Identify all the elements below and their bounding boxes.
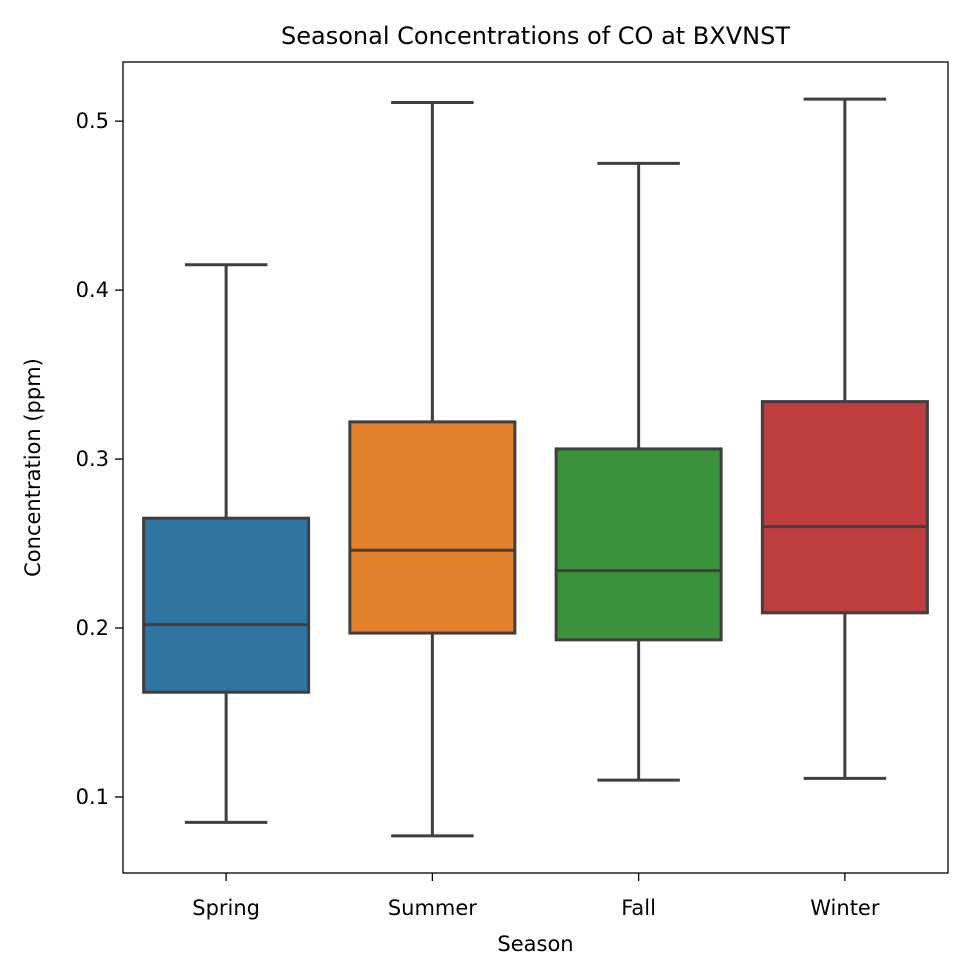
plot-frame xyxy=(122,61,949,874)
x-tick-label-spring: Spring xyxy=(192,896,260,920)
x-tick-label-winter: Winter xyxy=(810,896,880,920)
iqr-box-spring xyxy=(142,516,311,694)
y-axis-title: Concentration (ppm) xyxy=(21,358,45,577)
x-axis-title: Season xyxy=(497,932,573,956)
iqr-box-fall xyxy=(554,447,723,642)
iqr-box-summer xyxy=(348,420,517,635)
box-summer xyxy=(348,101,517,838)
box-fall xyxy=(554,161,723,782)
box-winter xyxy=(760,97,929,780)
iqr-box-winter xyxy=(760,400,929,615)
box-spring xyxy=(142,263,311,824)
x-axis: Spring Summer Fall Winter xyxy=(192,873,880,920)
y-tick-label: 0.4 xyxy=(76,278,109,302)
y-axis: 0.1 0.2 0.3 0.4 0.5 xyxy=(76,109,123,809)
chart-title: Seasonal Concentrations of CO at BXVNST xyxy=(281,22,790,50)
y-tick-label: 0.1 xyxy=(76,785,109,809)
y-tick-label: 0.5 xyxy=(76,109,109,133)
boxes-layer xyxy=(142,97,929,838)
x-tick-label-summer: Summer xyxy=(388,896,477,920)
x-tick-label-fall: Fall xyxy=(621,896,656,920)
y-tick-label: 0.3 xyxy=(76,447,109,471)
y-tick-label: 0.2 xyxy=(76,616,109,640)
